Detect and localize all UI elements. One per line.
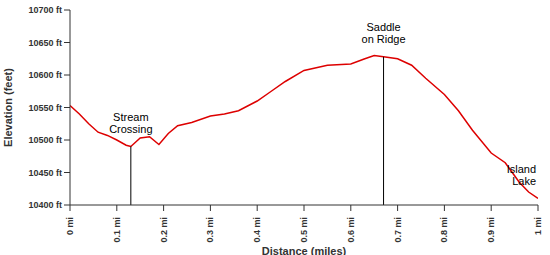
svg-text:10500 ft: 10500 ft <box>28 135 62 145</box>
svg-text:Elevation (feet): Elevation (feet) <box>8 68 14 147</box>
svg-text:10450 ft: 10450 ft <box>28 168 62 178</box>
svg-text:10400 ft: 10400 ft <box>28 200 62 210</box>
svg-text:IslandLake: IslandLake <box>507 163 536 187</box>
svg-text:0.3 mi: 0.3 mi <box>205 217 215 243</box>
svg-text:0.5 mi: 0.5 mi <box>299 217 309 243</box>
svg-text:0.8 mi: 0.8 mi <box>439 217 449 243</box>
svg-text:1 mi: 1 mi <box>533 217 542 235</box>
svg-text:0.4 mi: 0.4 mi <box>252 217 262 243</box>
svg-text:0 mi: 0 mi <box>65 217 75 235</box>
svg-text:0.7 mi: 0.7 mi <box>393 217 403 243</box>
svg-text:0.9 mi: 0.9 mi <box>486 217 496 243</box>
svg-text:10650 ft: 10650 ft <box>28 38 62 48</box>
svg-text:Distance (miles): Distance (miles) <box>262 245 347 255</box>
svg-text:0.6 mi: 0.6 mi <box>346 217 356 243</box>
svg-text:0.1 mi: 0.1 mi <box>112 217 122 243</box>
svg-text:10550 ft: 10550 ft <box>28 103 62 113</box>
svg-text:10700 ft: 10700 ft <box>28 5 62 15</box>
svg-text:StreamCrossing: StreamCrossing <box>109 111 152 135</box>
svg-text:0.2 mi: 0.2 mi <box>159 217 169 243</box>
svg-text:Saddleon Ridge: Saddleon Ridge <box>362 21 406 45</box>
svg-text:10600 ft: 10600 ft <box>28 70 62 80</box>
